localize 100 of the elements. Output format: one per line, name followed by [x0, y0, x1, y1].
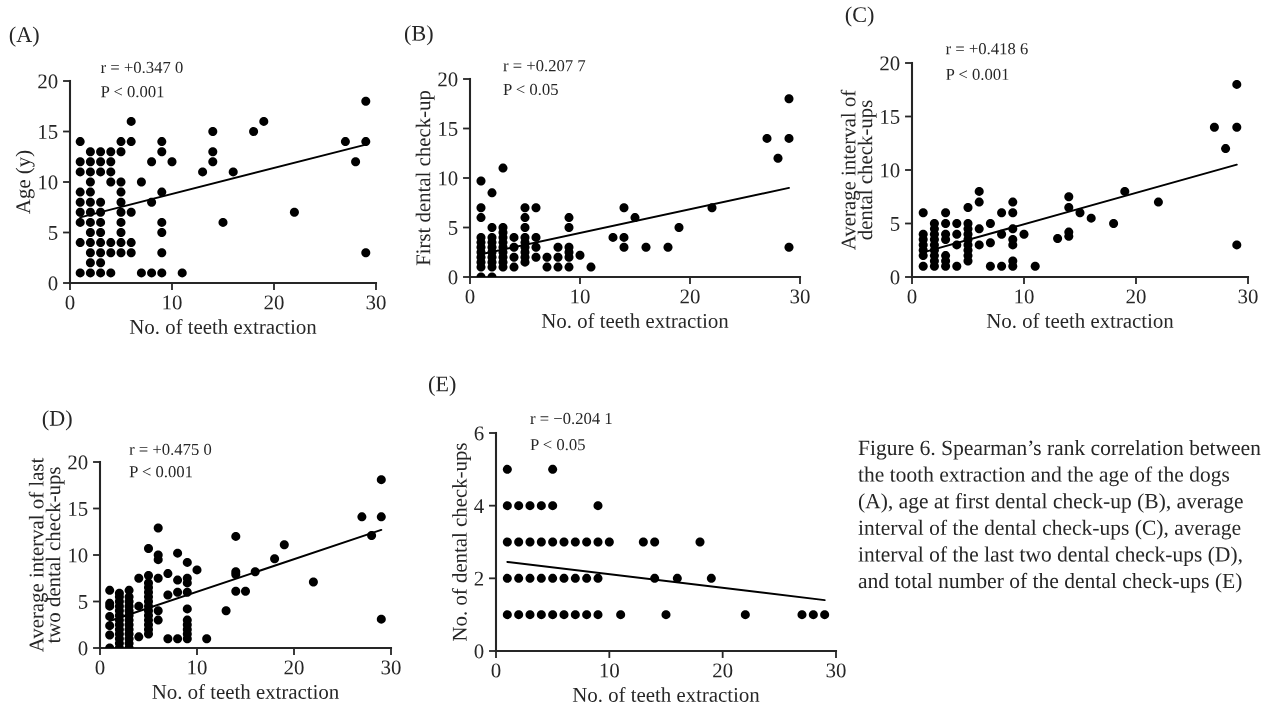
- x-tick-label: 0: [491, 663, 501, 678]
- caption: Figure 6. Spearman’s rank correlation between the tooth extraction and the age of the dogs (A), age at first dental check-up (B), average interval of the dental check-ups (C), average interval of the last two dental check-ups (D), and total number of the dental check-ups (E): [858, 440, 1261, 593]
- point: [525, 610, 535, 620]
- y-tick-label: 20: [68, 455, 88, 470]
- x-tick-label: 30: [1238, 289, 1258, 304]
- y-axis-title: First dental check-up: [415, 90, 435, 266]
- point: [582, 573, 592, 583]
- annotation: P < 0.001: [101, 86, 164, 98]
- x-tick-label: 30: [381, 660, 401, 675]
- point: [514, 610, 524, 620]
- text: r = +0.475 0: [129, 443, 212, 456]
- point: [548, 464, 558, 474]
- y-tick-label: 2: [474, 571, 484, 586]
- chart-title: (E): [428, 375, 456, 396]
- x-tick-label: 20: [1126, 289, 1146, 304]
- y-tick-label: 0: [78, 641, 88, 656]
- annotation: P < 0.05: [503, 83, 558, 96]
- chart-title: (C): [845, 6, 874, 27]
- point: [593, 610, 603, 620]
- y-tick-label: 15: [439, 121, 458, 136]
- point: [661, 610, 671, 620]
- y-tick-label: 15: [39, 124, 58, 139]
- point: [593, 537, 603, 547]
- point: [559, 537, 569, 547]
- y-tick-label: 15: [69, 501, 88, 516]
- x-tick-label: 10: [1015, 289, 1034, 304]
- y-tick-label: 0: [474, 644, 484, 659]
- point: [650, 537, 660, 547]
- x-axis-title: No. of teeth extraction: [129, 319, 317, 335]
- annotation: P < 0.05: [530, 439, 585, 451]
- y-tick-label: 0: [890, 270, 900, 285]
- point: [536, 610, 546, 620]
- y-tick-label: 5: [890, 217, 900, 231]
- y-tick-label: 10: [881, 163, 900, 178]
- point: [548, 573, 558, 583]
- y-tick-label: 10: [69, 548, 88, 563]
- point: [672, 573, 682, 583]
- point: [514, 501, 524, 511]
- text: r = +0.207 7: [503, 60, 586, 72]
- point: [536, 573, 546, 583]
- y-tick-label: 20: [438, 72, 458, 87]
- x-axis-title: No. of teeth extraction: [152, 684, 339, 700]
- y-tick-label: 15: [881, 109, 900, 124]
- y-axis-title: No. of dental check-ups: [451, 443, 471, 641]
- point: [604, 537, 614, 547]
- chart-title: (A): [9, 26, 39, 47]
- point: [502, 537, 512, 547]
- point: [548, 610, 558, 620]
- x-tick-label: 30: [366, 295, 386, 310]
- point: [582, 537, 592, 547]
- point: [548, 537, 558, 547]
- point: [502, 501, 512, 511]
- y-axis-title: Average interval of dental check-ups: [840, 89, 877, 251]
- chart-title: (B): [404, 25, 433, 46]
- annotation: P < 0.001: [946, 68, 1009, 81]
- x-axis-title: No. of teeth extraction: [572, 687, 760, 703]
- point: [616, 610, 626, 620]
- y-tick-label: 5: [78, 595, 88, 609]
- point: [502, 573, 512, 583]
- y-tick-label: 5: [448, 221, 458, 235]
- x-tick-label: 10: [188, 660, 207, 675]
- y-axis-title: Age (y): [15, 150, 35, 214]
- y-tick-label: 5: [48, 226, 58, 240]
- point: [559, 573, 569, 583]
- text: r = +0.418 6: [945, 43, 1028, 55]
- y-tick-label: 6: [474, 426, 484, 441]
- x-tick-label: 20: [713, 663, 733, 678]
- x-tick-label: 20: [284, 660, 304, 675]
- point: [525, 573, 535, 583]
- y-tick-label: 10: [439, 171, 458, 186]
- x-tick-label: 30: [826, 663, 846, 678]
- x-tick-label: 0: [95, 660, 105, 675]
- text: r = −0.204 1: [530, 412, 612, 425]
- point: [638, 537, 648, 547]
- point: [514, 537, 524, 547]
- y-tick-label: 0: [448, 270, 458, 285]
- y-tick-label: 20: [880, 56, 900, 71]
- point: [797, 610, 807, 620]
- point: [593, 501, 603, 511]
- x-tick-label: 20: [264, 295, 284, 310]
- point: [502, 464, 512, 474]
- point: [740, 610, 750, 620]
- text: r = +0.347 0: [100, 61, 183, 74]
- y-tick-label: 10: [39, 175, 58, 190]
- y-axis-title: Average interval of last two dental check-ups: [28, 457, 65, 653]
- point: [593, 573, 603, 583]
- point: [536, 537, 546, 547]
- x-axis-title: No. of teeth extraction: [986, 313, 1174, 329]
- point: [570, 573, 580, 583]
- point: [548, 501, 558, 511]
- point: [570, 610, 580, 620]
- x-axis-title: No. of teeth extraction: [541, 313, 729, 329]
- point: [695, 537, 705, 547]
- point: [559, 610, 569, 620]
- point: [525, 501, 535, 511]
- y-tick-label: 20: [38, 74, 58, 89]
- point: [536, 501, 546, 511]
- point: [502, 610, 512, 620]
- x-tick-label: 10: [163, 295, 182, 310]
- annotation: P < 0.001: [129, 466, 192, 478]
